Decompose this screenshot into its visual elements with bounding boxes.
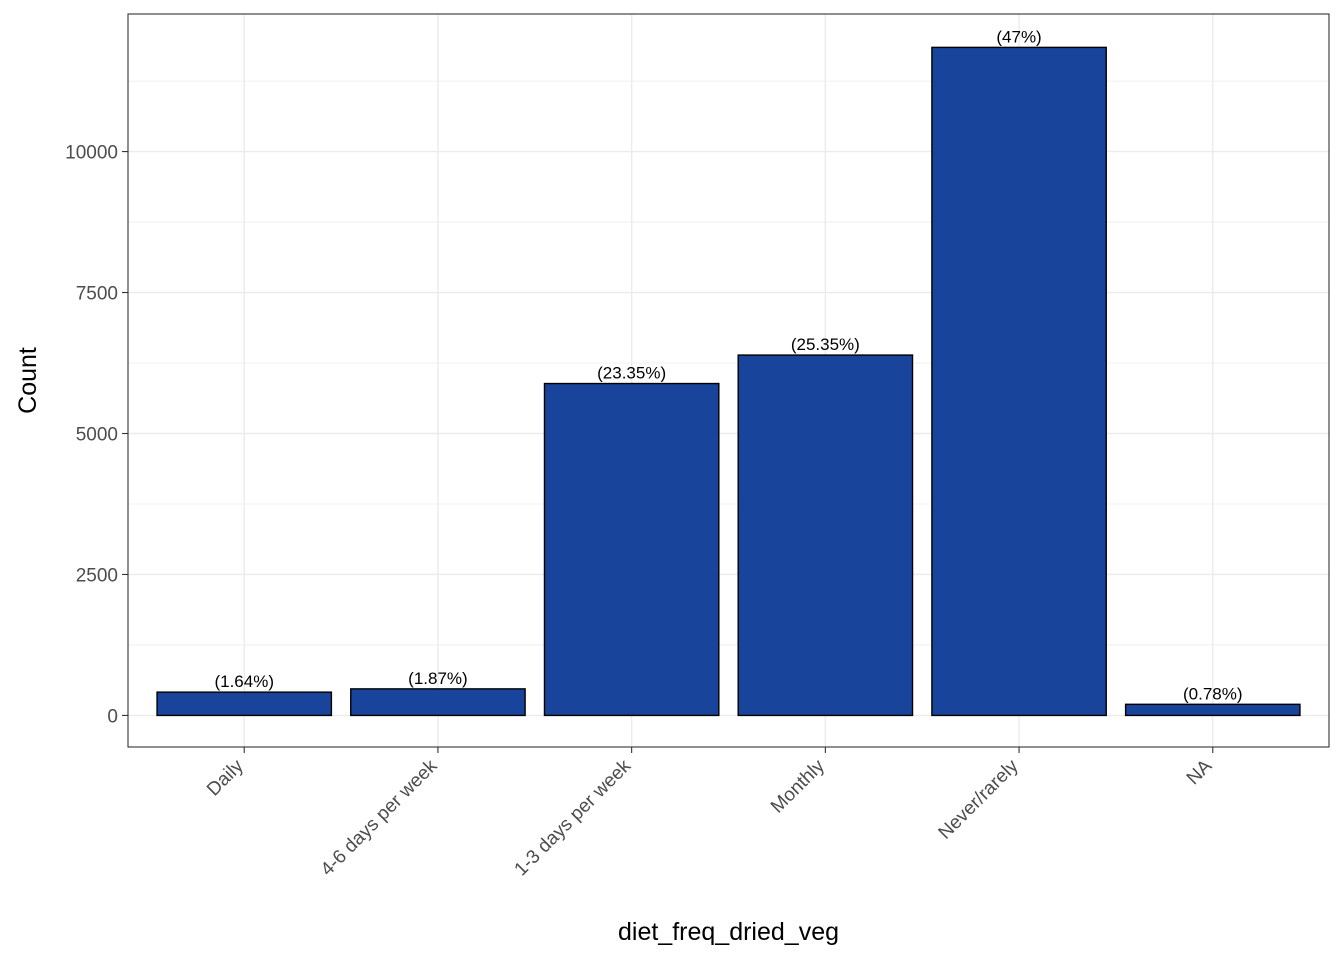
bar-labels: (1.64%) (1.87%) (23.35%) (25.35%) (47%) (0.78… xyxy=(214,27,1242,703)
y-tick-label: 10000 xyxy=(65,143,118,164)
bar xyxy=(156,691,333,717)
x-tick-label: 1-3 days per week xyxy=(511,755,636,880)
bar-label: (1.87%) xyxy=(408,669,468,688)
x-axis-ticks: Daily 4-6 days per week 1-3 days per week M… xyxy=(203,747,1217,880)
panel-background xyxy=(128,14,1329,747)
x-tick-label: Never/rarely xyxy=(935,755,1023,843)
x-tick-label: 4-6 days per week xyxy=(317,755,442,880)
bar-label: (47%) xyxy=(996,27,1041,46)
y-axis-title: Count xyxy=(14,347,42,414)
bar xyxy=(931,46,1107,717)
x-axis-title: diet_freq_dried_veg xyxy=(618,918,839,946)
y-tick-label: 0 xyxy=(107,706,118,727)
x-tick-label: Daily xyxy=(203,755,248,800)
bar-label: (1.64%) xyxy=(214,672,274,691)
y-tick-label: 2500 xyxy=(76,565,118,586)
bar xyxy=(543,382,720,717)
y-tick-label: 5000 xyxy=(76,425,118,446)
x-tick-label: Monthly xyxy=(767,755,829,817)
minor-gridlines xyxy=(128,14,1329,747)
y-tick-label: 7500 xyxy=(76,284,118,305)
bar-label: (23.35%) xyxy=(597,364,666,383)
bar-label: (0.78%) xyxy=(1183,684,1243,703)
bars xyxy=(156,46,1301,717)
panel-border xyxy=(127,13,1330,748)
bar xyxy=(350,688,526,717)
bar-label: (25.35%) xyxy=(791,335,860,354)
bar xyxy=(737,354,914,717)
x-tick-label: NA xyxy=(1183,755,1217,789)
y-axis-ticks: 0 2500 5000 7500 10000 xyxy=(65,143,128,727)
bar xyxy=(1124,703,1301,717)
